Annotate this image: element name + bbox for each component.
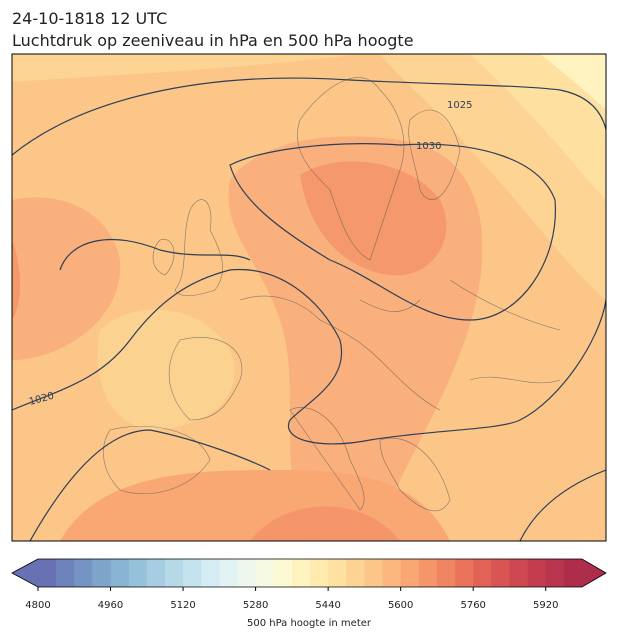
colorbar-segment: [346, 559, 365, 587]
colorbar-segment: [436, 559, 456, 587]
isobar-lines: [12, 77, 606, 541]
colorbar-extend: [582, 559, 606, 587]
colorbar-segment: [74, 559, 93, 587]
colorbar-segment: [382, 559, 402, 587]
colorbar-segment: [364, 559, 384, 587]
colorbar-tick-label: 5760: [460, 600, 485, 611]
height-fill: [250, 506, 400, 541]
height-fill: [470, 54, 606, 200]
colorbar-segment: [255, 559, 275, 587]
isobar-label: 1030: [416, 141, 441, 152]
colorbar-segment: [473, 559, 492, 587]
coastlines: [103, 77, 561, 512]
colorbar-segment: [56, 559, 75, 587]
subtitle: Luchtdruk op zeeniveau in hPa en 500 hPa…: [12, 31, 414, 50]
height-fill: [540, 54, 606, 110]
colorbar-outline: [11, 558, 607, 588]
colorbar-segment: [509, 559, 529, 587]
height-fill: [12, 240, 20, 320]
colorbar-segment: [273, 559, 293, 587]
colorbar-tick-label: 4800: [25, 600, 50, 611]
colorbar-segment: [310, 559, 329, 587]
colorbar-tick-label: 5600: [388, 600, 413, 611]
colorbar-segment: [545, 559, 565, 587]
map: 1025 1030 1020: [12, 54, 606, 541]
colorbar-label: 500 hPa hoogte in meter: [247, 618, 372, 629]
colorbar-segment: [563, 559, 583, 587]
colorbar-segment: [164, 559, 184, 587]
colorbar-segment: [491, 559, 510, 587]
colorbar-segment: [418, 559, 438, 587]
colorbar-tick-label: 5280: [243, 600, 268, 611]
map-frame: [11, 53, 607, 542]
colorbar: 4800 4960 5120 5280 5440 5600 5760 5920: [11, 558, 607, 611]
colorbar-segment: [110, 559, 130, 587]
colorbar-tick-label: 5440: [315, 600, 340, 611]
colorbar-segment: [128, 559, 148, 587]
colorbar-segment: [237, 559, 257, 587]
colorbar-tick-label: 5920: [533, 600, 558, 611]
colorbar-segment: [201, 559, 220, 587]
colorbar-segment: [92, 559, 112, 587]
title: 24-10-1818 12 UTC: [12, 9, 167, 28]
colorbar-tick-label: 4960: [98, 600, 123, 611]
colorbar-segment: [400, 559, 420, 587]
colorbar-extend: [12, 559, 38, 587]
colorbar-segment: [455, 559, 474, 587]
colorbar-tick-label: 5120: [170, 600, 195, 611]
colorbar-segment: [38, 559, 57, 587]
height-fill: [12, 54, 360, 82]
height-fill: [12, 197, 121, 360]
colorbar-segment: [291, 559, 311, 587]
height-fill: [97, 309, 235, 430]
height-fill: [300, 161, 447, 276]
isobar-label: 1025: [447, 100, 472, 111]
colorbar-segment: [146, 559, 166, 587]
colorbar-segment: [527, 559, 547, 587]
colorbar-segment: [219, 559, 238, 587]
colorbar-segment: [183, 559, 202, 587]
colorbar-segment: [328, 559, 347, 587]
